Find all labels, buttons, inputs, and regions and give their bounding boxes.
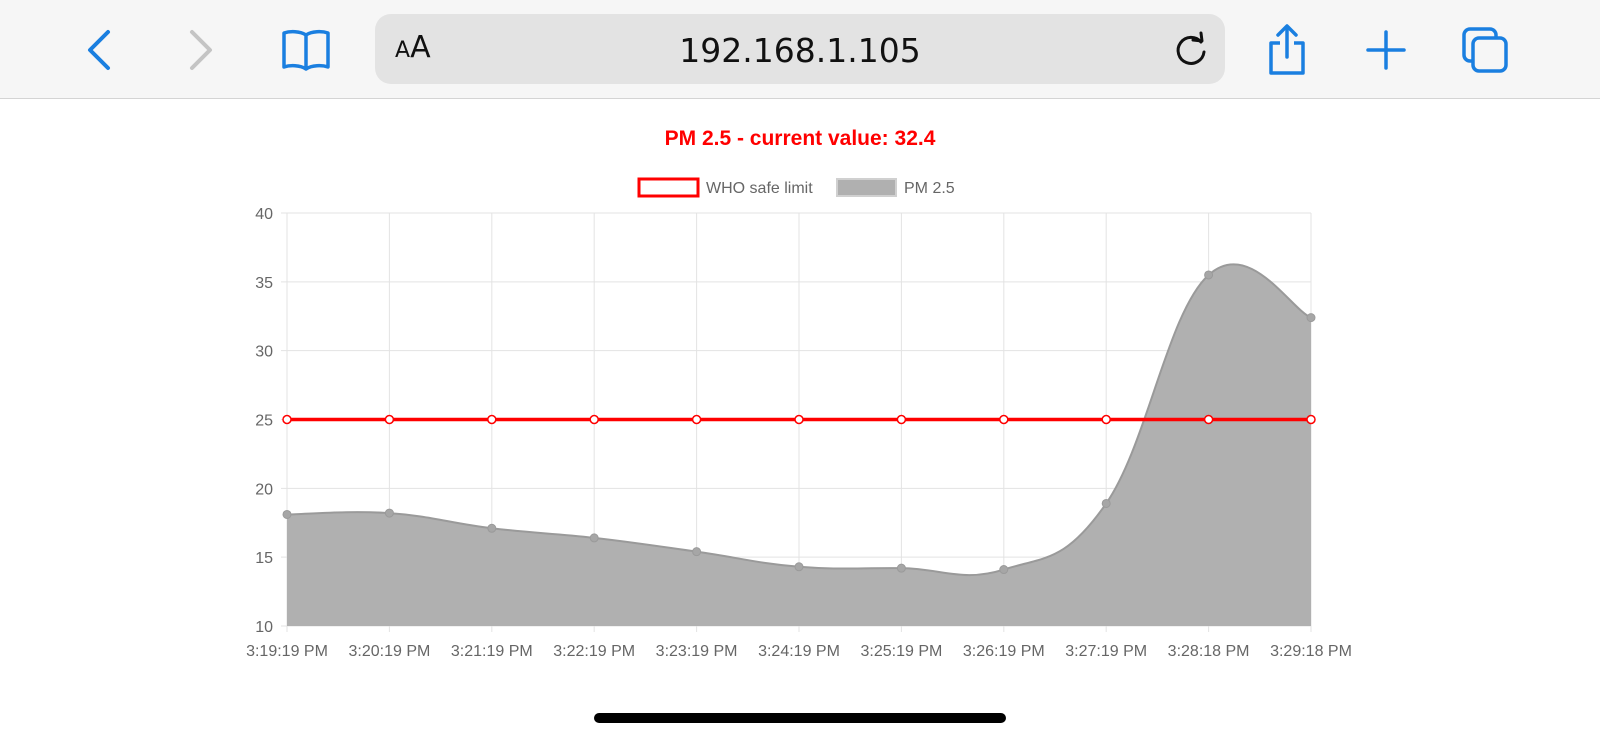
new-tab-button[interactable] (1356, 22, 1416, 78)
y-axis-ticks: 10 15 20 25 30 35 40 (255, 206, 273, 636)
forward-button[interactable] (170, 22, 230, 78)
who-point-3[interactable] (589, 414, 599, 425)
y-tick-label-6: 40 (255, 206, 273, 223)
plus-icon (1366, 30, 1406, 70)
who-point-10[interactable] (1306, 414, 1316, 425)
x-tick-label-9: 3:28:18 PM (1168, 643, 1250, 660)
url-text: 192.168.1.105 (679, 31, 921, 70)
x-tick-label-8: 3:27:19 PM (1065, 643, 1147, 660)
who-point-9[interactable] (1203, 414, 1214, 425)
who-point-4[interactable] (691, 414, 702, 425)
x-tick-label-6: 3:25:19 PM (860, 643, 942, 660)
x-tick-label-10: 3:29:18 PM (1270, 643, 1352, 660)
browser-toolbar: AA 192.168.1.105 (0, 0, 1600, 99)
pm25-chart: PM 2.5 - current value: 32.4 WHO safe li… (246, 127, 1352, 660)
pm25-area (286, 263, 1312, 626)
y-tick-label-4: 30 (255, 344, 273, 361)
share-icon (1269, 24, 1305, 75)
legend-item-who-limit[interactable]: WHO safe limit (637, 177, 813, 198)
x-tick-label-5: 3:24:19 PM (758, 643, 840, 660)
pm25-point-10[interactable] (1306, 313, 1316, 323)
pm25-point-8[interactable] (1101, 498, 1111, 508)
chart-title: PM 2.5 - current value: 32.4 (665, 127, 936, 150)
legend-item-pm25[interactable]: PM 2.5 (836, 178, 955, 197)
x-tick-label-0: 3:19:19 PM (246, 643, 328, 660)
address-bar[interactable]: AA 192.168.1.105 (375, 14, 1225, 84)
share-button[interactable] (1257, 22, 1317, 78)
chart-legend: WHO safe limit PM 2.5 (637, 177, 955, 198)
tabs-button[interactable] (1455, 22, 1515, 78)
x-tick-label-7: 3:26:19 PM (963, 643, 1045, 660)
tabs-icon (1462, 27, 1508, 73)
who-point-0[interactable] (282, 414, 292, 425)
who-point-7[interactable] (999, 414, 1009, 425)
pm25-point-9[interactable] (1204, 270, 1214, 280)
book-icon (282, 29, 330, 71)
chevron-left-icon (88, 30, 110, 70)
pm25-point-0[interactable] (282, 509, 292, 519)
chart-points (282, 270, 1316, 575)
y-tick-label-3: 25 (255, 413, 273, 430)
text-size-button[interactable]: AA (395, 30, 431, 65)
who-point-6[interactable] (896, 414, 907, 425)
pm25-point-2[interactable] (487, 523, 497, 533)
y-tick-label-5: 35 (255, 275, 273, 292)
legend-label-pm25: PM 2.5 (904, 180, 955, 197)
who-point-1[interactable] (384, 414, 395, 425)
reload-icon[interactable] (1171, 30, 1211, 70)
who-point-5[interactable] (794, 414, 804, 425)
x-axis-ticks: 3:19:19 PM 3:20:19 PM 3:21:19 PM 3:22:19 PM… (246, 643, 1352, 660)
chevron-right-icon (190, 30, 212, 70)
x-tick-label-3: 3:22:19 PM (553, 643, 635, 660)
pm25-point-4[interactable] (692, 547, 702, 557)
y-tick-label-0: 10 (255, 619, 273, 636)
x-tick-label-2: 3:21:19 PM (451, 643, 533, 660)
back-button[interactable] (70, 22, 130, 78)
x-tick-label-4: 3:23:19 PM (656, 643, 738, 660)
pm25-point-3[interactable] (589, 533, 599, 543)
y-tick-label-1: 15 (255, 550, 273, 567)
who-point-8[interactable] (1101, 414, 1111, 425)
legend-swatch-pm25 (836, 178, 897, 197)
who-point-2[interactable] (487, 414, 497, 425)
pm25-area-fill (287, 264, 1311, 626)
pm25-point-1[interactable] (384, 508, 394, 518)
pm25-point-7[interactable] (999, 565, 1009, 575)
pm25-point-6[interactable] (896, 563, 906, 573)
pm25-point-5[interactable] (794, 562, 804, 572)
bookmarks-button[interactable] (276, 22, 336, 78)
pm25-line (286, 263, 1312, 576)
page-content: PM 2.5 - current value: 32.4 WHO safe li… (0, 99, 1600, 739)
y-tick-label-2: 20 (255, 481, 273, 498)
legend-label-who: WHO safe limit (706, 180, 813, 197)
home-indicator (594, 713, 1006, 723)
legend-swatch-who (637, 177, 700, 198)
x-tick-label-1: 3:20:19 PM (348, 643, 430, 660)
